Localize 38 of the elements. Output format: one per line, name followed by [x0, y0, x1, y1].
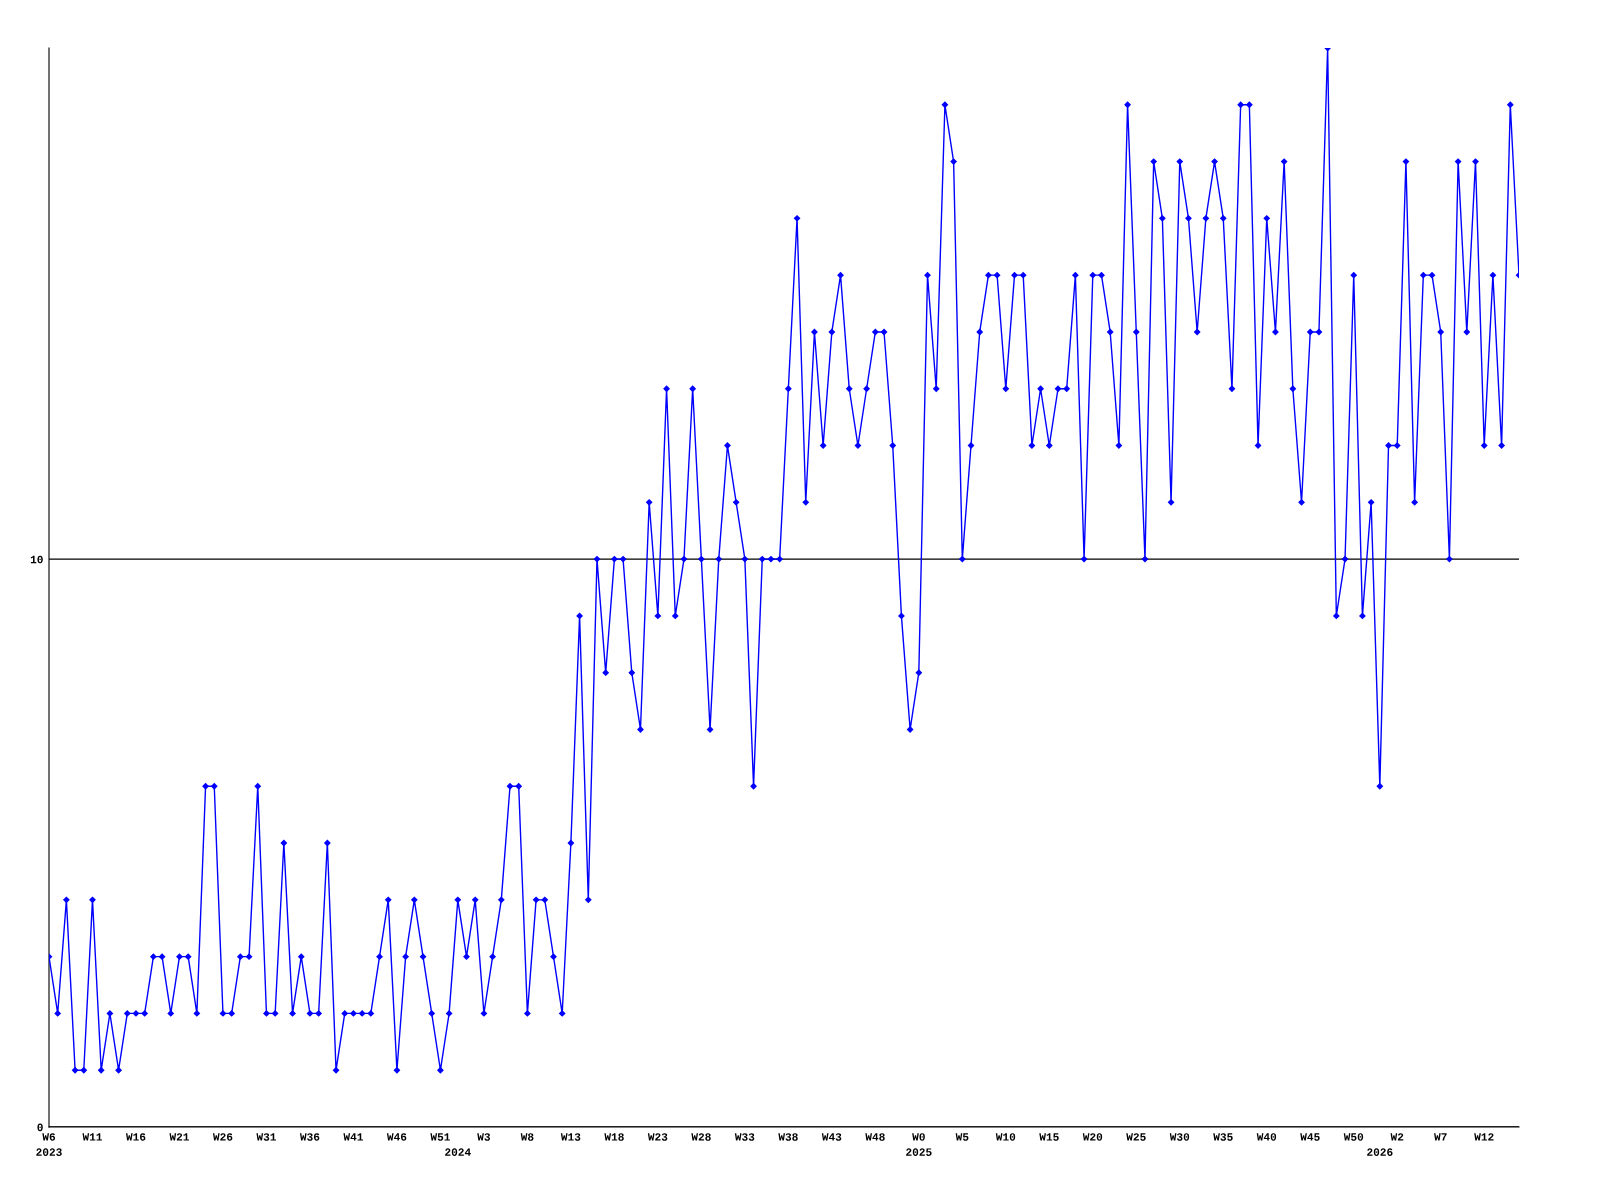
x-tick-label: W50 [1343, 1133, 1364, 1141]
x-tick-label: W38 [778, 1133, 798, 1141]
x-tick-label: W46 [386, 1133, 407, 1141]
x-tick-label: 2024 [445, 1148, 471, 1156]
x-tick-label: W18 [604, 1133, 624, 1141]
x-tick-label: W30 [1169, 1133, 1190, 1141]
x-tick-label: W7 [1434, 1133, 1447, 1141]
x-tick-label: W40 [1256, 1133, 1277, 1141]
x-tick-label: W12 [1474, 1133, 1494, 1141]
x-tick-label: W11 [82, 1133, 103, 1141]
x-tick-label: W28 [691, 1133, 711, 1141]
x-tick-label: W8 [520, 1133, 534, 1141]
x-tick-label: W23 [647, 1133, 668, 1141]
x-tick-label: W10 [995, 1133, 1016, 1141]
x-tick-label: W51 [430, 1133, 450, 1141]
x-tick-label: W25 [1126, 1133, 1146, 1141]
x-tick-label: W21 [169, 1133, 189, 1141]
x-tick-label: W20 [1082, 1133, 1103, 1141]
x-tick-label: W41 [343, 1133, 363, 1141]
x-tick-label: W16 [125, 1133, 146, 1141]
y-tick-label: 10 [30, 555, 43, 564]
x-tick-label: W6 2023 [36, 1133, 62, 1156]
x-tick-label: W31 [256, 1133, 276, 1141]
x-tick-label: W33 [734, 1133, 755, 1141]
x-tick-label: W0 2025 [906, 1133, 932, 1156]
x-tick-label: W45 [1300, 1133, 1320, 1141]
x-tick-label: W5 [955, 1133, 969, 1141]
x-tick-label: W26 [212, 1133, 233, 1141]
x-tick-label: W48 [865, 1133, 885, 1141]
x-tick-label: 2026 [1367, 1148, 1393, 1156]
x-tick-label: W35 [1213, 1133, 1233, 1141]
x-tick-label: W3 [477, 1133, 491, 1141]
x-tick-label: W2 [1390, 1133, 1404, 1141]
x-tick-label: W13 [560, 1133, 581, 1141]
y-tick-label: 0 [37, 1123, 43, 1132]
x-tick-label: W36 [299, 1133, 320, 1141]
x-tick-label: W43 [821, 1133, 842, 1141]
x-tick-label: W15 [1039, 1133, 1059, 1141]
